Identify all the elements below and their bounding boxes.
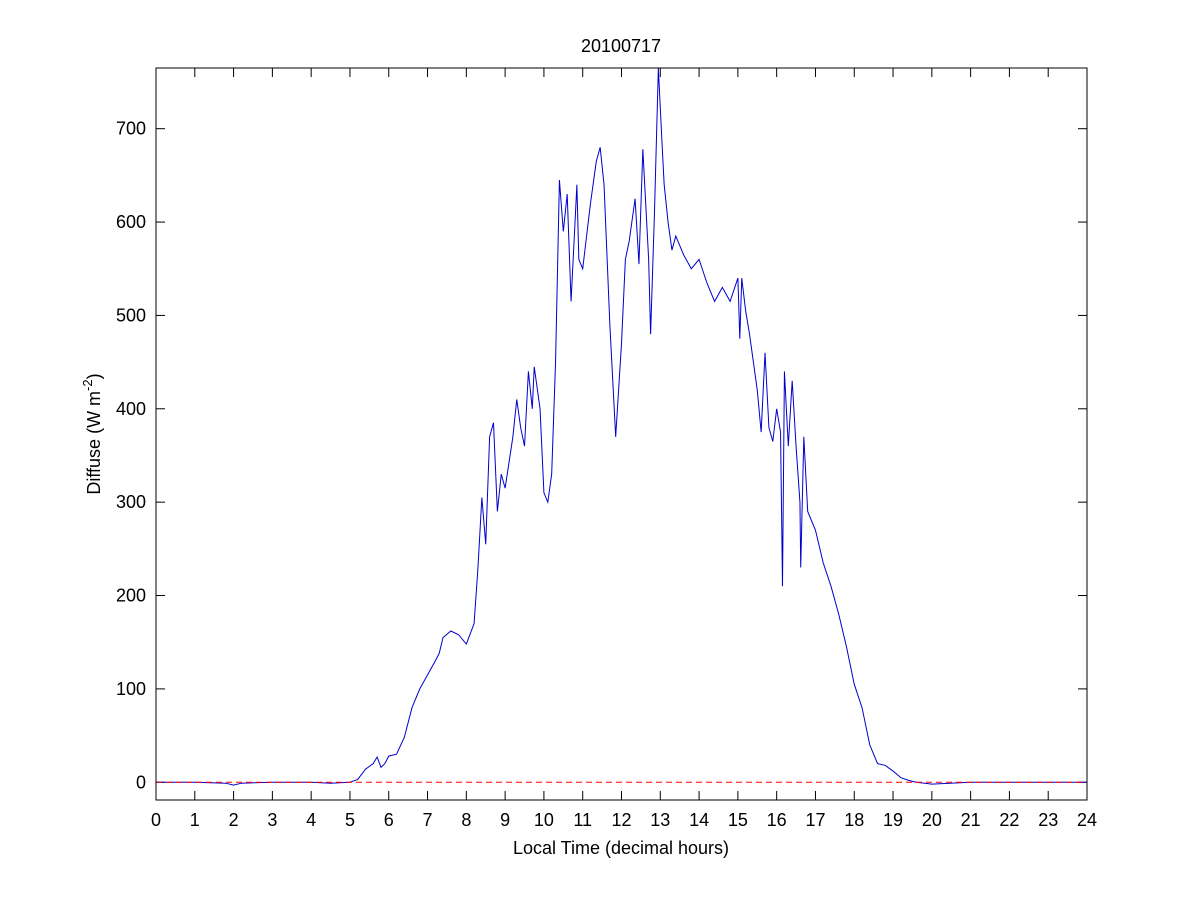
x-tick-label: 15 xyxy=(728,810,748,830)
y-tick-label: 200 xyxy=(116,586,146,606)
x-tick-label: 8 xyxy=(461,810,471,830)
y-label-text: Diffuse (W m xyxy=(84,391,104,495)
y-label-sup: -2 xyxy=(80,379,95,391)
chart-title: 20100717 xyxy=(581,36,661,56)
y-tick-label: 0 xyxy=(136,772,146,792)
x-tick-label: 12 xyxy=(611,810,631,830)
x-tick-label: 19 xyxy=(883,810,903,830)
axes-box xyxy=(155,67,1088,801)
y-tick-label: 500 xyxy=(116,305,146,325)
x-tick-label: 1 xyxy=(190,810,200,830)
x-tick-label: 14 xyxy=(689,810,709,830)
x-tick-label: 18 xyxy=(844,810,864,830)
x-tick-label: 22 xyxy=(999,810,1019,830)
x-tick-label: 23 xyxy=(1038,810,1058,830)
x-tick-label: 6 xyxy=(384,810,394,830)
y-tick-label: 100 xyxy=(116,679,146,699)
plot-area xyxy=(156,68,1087,800)
x-tick-label: 24 xyxy=(1077,810,1097,830)
x-tick-label: 21 xyxy=(961,810,981,830)
y-tick-label: 700 xyxy=(116,119,146,139)
data-line xyxy=(156,67,1087,786)
x-tick-label: 0 xyxy=(151,810,161,830)
x-axis-label: Local Time (decimal hours) xyxy=(513,838,729,858)
y-tick-label: 300 xyxy=(116,492,146,512)
x-tick-label: 13 xyxy=(650,810,670,830)
y-axis-label: Diffuse (W m-2) xyxy=(80,373,104,494)
y-tick-label: 600 xyxy=(116,212,146,232)
x-tick-label: 10 xyxy=(534,810,554,830)
x-tick-label: 2 xyxy=(229,810,239,830)
x-tick-label: 11 xyxy=(573,810,592,830)
y-tick-label: 400 xyxy=(116,399,146,419)
x-tick-label: 20 xyxy=(922,810,942,830)
x-tick-label: 17 xyxy=(805,810,825,830)
y-label-suffix: ) xyxy=(84,373,104,379)
x-tick-label: 16 xyxy=(767,810,787,830)
x-tick-label: 4 xyxy=(306,810,316,830)
x-tick-label: 7 xyxy=(423,810,433,830)
x-tick-label: 5 xyxy=(345,810,355,830)
x-tick-label: 9 xyxy=(500,810,510,830)
x-tick-label: 3 xyxy=(267,810,277,830)
